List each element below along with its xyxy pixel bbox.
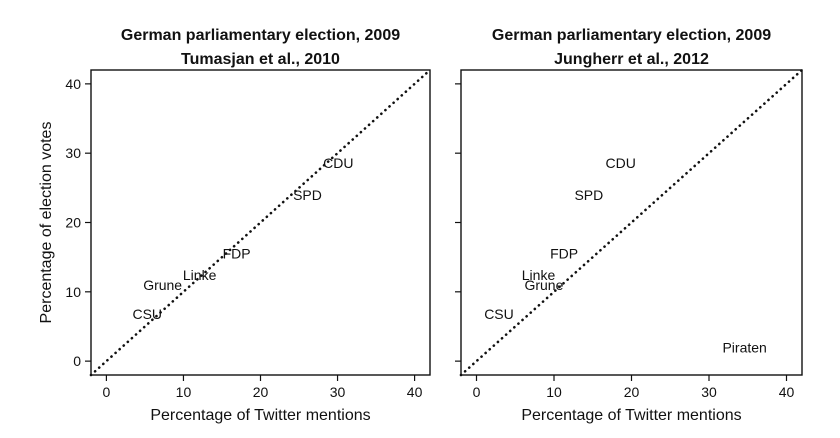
x-tick-label: 0: [473, 384, 481, 400]
point-label-grune: Grune: [524, 277, 563, 293]
y-tick-label: 30: [65, 145, 81, 161]
x-tick-label: 10: [176, 384, 192, 400]
reference-line: [89, 68, 432, 377]
point-label-cdu: CDU: [605, 155, 635, 171]
chart-title: German parliamentary election, 2009: [121, 27, 400, 44]
point-label-cdu: CDU: [323, 155, 353, 171]
x-tick-label: 20: [253, 384, 269, 400]
point-label-csu: CSU: [132, 306, 162, 322]
point-label-linke: Linke: [183, 267, 217, 283]
y-tick-label: 0: [73, 353, 81, 369]
x-tick-label: 40: [407, 384, 423, 400]
point-label-grune: Grune: [143, 277, 182, 293]
chart-subtitle: Jungherr et al., 2012: [554, 51, 709, 68]
point-label-linke: Linke: [522, 267, 556, 283]
chart-title: German parliamentary election, 2009: [492, 27, 771, 44]
x-tick-label: 20: [624, 384, 640, 400]
plot-frame: [90, 69, 431, 376]
x-tick-label: 0: [103, 384, 111, 400]
x-axis-label: Percentage of Twitter mentions: [150, 407, 370, 424]
y-tick-label: 10: [65, 284, 81, 300]
chart-subtitle: Tumasjan et al., 2010: [181, 51, 340, 68]
panel-2: German parliamentary election, 2009 Jungh…: [455, 27, 804, 424]
y-axis-label: Percentage of election votes: [38, 122, 55, 324]
reference-line: [459, 68, 804, 377]
x-axis-label: Percentage of Twitter mentions: [521, 407, 741, 424]
point-label-piraten: Piraten: [722, 339, 766, 355]
x-tick-label: 10: [546, 384, 562, 400]
point-label-spd: SPD: [293, 187, 322, 203]
y-tick-label: 40: [65, 76, 81, 92]
x-tick-label: 30: [330, 384, 346, 400]
plot-frame: [460, 69, 803, 376]
point-label-fdp: FDP: [550, 246, 578, 262]
y-tick-label: 20: [65, 215, 81, 231]
x-tick-label: 30: [701, 384, 717, 400]
panel-1: German parliamentary election, 2009 Tumas…: [38, 27, 432, 424]
point-label-spd: SPD: [574, 187, 603, 203]
point-label-csu: CSU: [484, 306, 514, 322]
point-label-fdp: FDP: [223, 246, 251, 262]
x-tick-label: 40: [779, 384, 795, 400]
